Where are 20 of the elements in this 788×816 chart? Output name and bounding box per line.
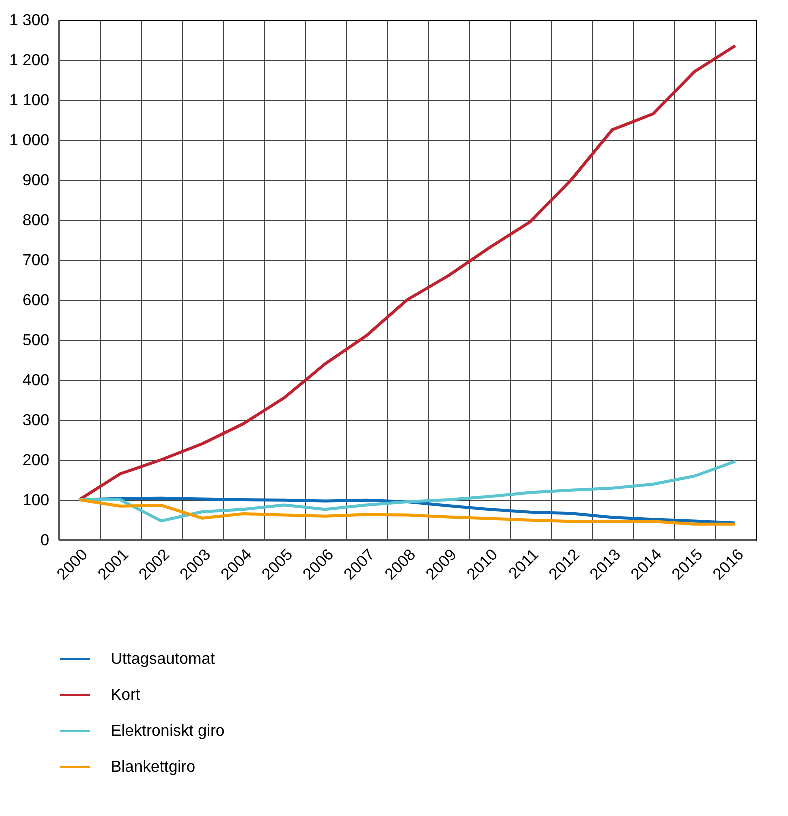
y-tick-label: 100 xyxy=(22,492,50,510)
y-tick-label: 200 xyxy=(22,452,50,470)
y-tick-label: 1 300 xyxy=(9,12,50,30)
y-tick-label: 1 200 xyxy=(9,52,50,70)
y-tick-label: 700 xyxy=(22,252,50,270)
y-tick-label: 500 xyxy=(22,332,50,350)
y-tick-label: 1 000 xyxy=(9,132,50,150)
y-tick-label: 0 xyxy=(40,532,50,550)
line-series xyxy=(78,44,737,502)
y-tick-label: 1 100 xyxy=(9,92,50,110)
y-tick-label: 300 xyxy=(22,412,50,430)
legend-label: Uttagsautomat xyxy=(111,651,216,668)
y-tick-label: 400 xyxy=(22,372,50,390)
legend-label: Kort xyxy=(111,687,141,704)
legend-label: Blankettgiro xyxy=(111,759,196,776)
y-tick-label: 800 xyxy=(22,212,50,230)
y-tick-label: 900 xyxy=(22,172,50,190)
legend-label: Elektroniskt giro xyxy=(111,723,225,740)
y-tick-label: 600 xyxy=(22,292,50,310)
line-series xyxy=(78,460,737,523)
